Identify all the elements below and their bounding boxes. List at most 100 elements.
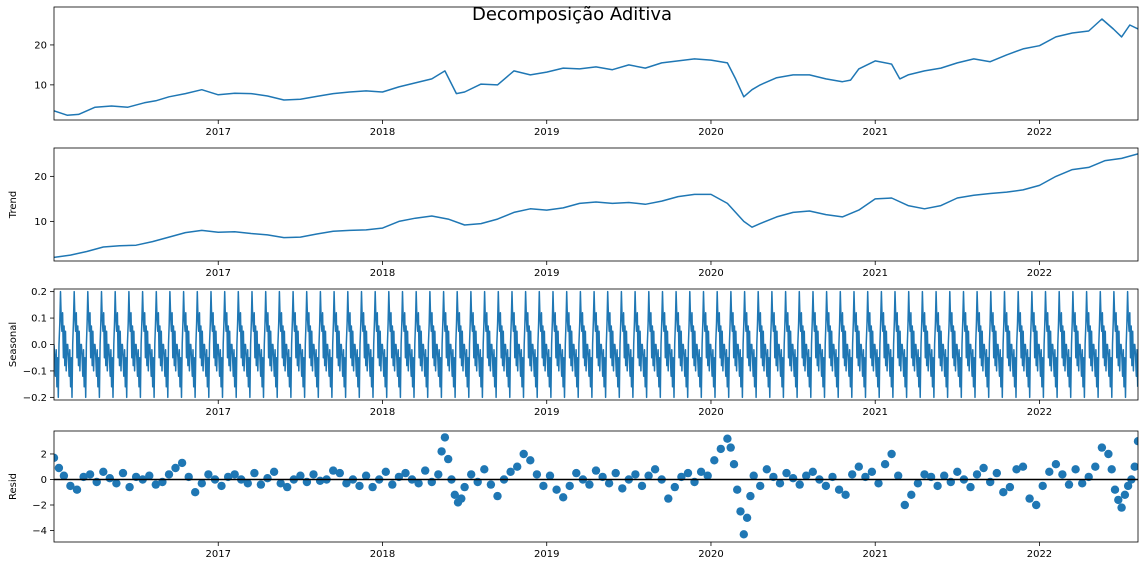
resid-point [526,456,535,465]
resid-point [54,453,59,462]
observed-y-tick-label: 20 [34,40,47,51]
resid-point [437,447,446,456]
resid-point [894,471,903,480]
resid-point [611,468,620,478]
resid-point [197,479,206,488]
resid-point [821,481,831,491]
resid-point [559,493,568,502]
resid-point [1110,485,1120,494]
resid-point [177,458,187,468]
resid-point [1058,470,1067,479]
seasonal-x-tick-label: 2018 [370,407,395,418]
resid-point [900,500,909,510]
resid-point [368,482,377,492]
resid-point [920,470,929,479]
resid-point [493,491,502,501]
resid-point [269,467,279,476]
resid-point [834,485,844,494]
resid-point [1104,449,1113,459]
resid-point [742,513,752,522]
resid-point [243,479,252,488]
resid-point [296,471,305,480]
resid-x-tick-label: 2018 [370,549,395,560]
resid-point [283,482,292,492]
trend-series-line [54,153,1138,259]
resid-point [1012,465,1021,474]
resid-point [506,467,515,476]
resid-point [782,468,791,478]
observed-x-tick-label: 2022 [1027,127,1052,138]
resid-point [118,468,128,478]
resid-point [85,470,95,479]
resid-point [59,471,69,480]
resid-point [467,470,476,479]
resid-point [1032,500,1041,510]
resid-point [572,468,581,478]
resid-point [972,470,982,479]
resid-point [1114,495,1123,505]
resid-point [414,479,423,488]
resid-point [788,474,798,483]
trend-axes-frame [53,147,1139,262]
resid-point [105,474,115,483]
resid-point [125,482,134,492]
resid-point [746,491,755,501]
trend-x-tick-label: 2019 [534,268,559,279]
resid-point [841,490,850,499]
resid-point [421,466,430,475]
resid-point [276,479,285,488]
resid-point [513,462,522,471]
resid-point [171,463,180,473]
seasonal-series-line [54,290,1138,399]
trend-y-tick-label: 20 [34,172,47,183]
seasonal-y-axis-label: Seasonal [8,322,19,367]
resid-point [565,481,574,491]
resid-point [887,449,896,459]
resid-point [1038,481,1047,491]
resid-point [1051,460,1061,469]
resid-point [444,454,453,464]
resid-point [355,481,364,491]
resid-point [664,494,673,503]
resid-y-tick-label: 2 [41,449,47,460]
resid-point [66,481,75,491]
resid-point [480,465,489,474]
resid-x-tick-label: 2017 [206,549,231,560]
resid-point [1018,462,1028,471]
trend-x-tick-label: 2017 [206,268,231,279]
seasonal-x-tick-label: 2021 [862,407,887,418]
resid-point [309,470,318,479]
resid-point [696,467,706,476]
resid-point [637,481,647,491]
resid-point [723,434,732,443]
resid-point [756,481,765,491]
resid-point [966,482,975,492]
resid-point [1064,480,1074,489]
resid-point [591,466,601,475]
trend-x-tick-label: 2018 [370,268,395,279]
resid-point [1123,481,1133,491]
resid-point [726,443,735,452]
observed-x-tick-label: 2018 [370,127,395,138]
resid-point [191,488,200,497]
observed-x-tick-label: 2019 [534,127,559,138]
panel-observed: 2017 2018 2019 2020 2021 2022 10 20 [34,6,1139,138]
resid-point [880,460,890,469]
seasonal-y-tick-label: 0.1 [31,314,47,325]
seasonal-x-tick-label: 2019 [534,407,559,418]
resid-point [112,479,121,488]
panel-seasonal: 2017 2018 2019 2020 2021 2022 −0.2 −0.1 0.0 0.1 0.… [8,287,1139,418]
resid-point [585,480,594,489]
resid-x-tick-label: 2020 [698,549,723,560]
seasonal-x-tick-label: 2017 [206,407,231,418]
resid-point [650,465,660,474]
resid-point [315,476,325,485]
panel-resid: 2017 2018 2019 2020 2021 2022 −4 −2 0 2 Resid [8,430,1139,560]
trend-x-tick-label: 2022 [1027,268,1052,279]
resid-y-tick-label: 0 [41,475,47,486]
resid-point [329,466,338,475]
resid-point [775,479,785,488]
resid-point [739,530,748,539]
resid-point [440,433,450,442]
resid-point [716,444,725,454]
